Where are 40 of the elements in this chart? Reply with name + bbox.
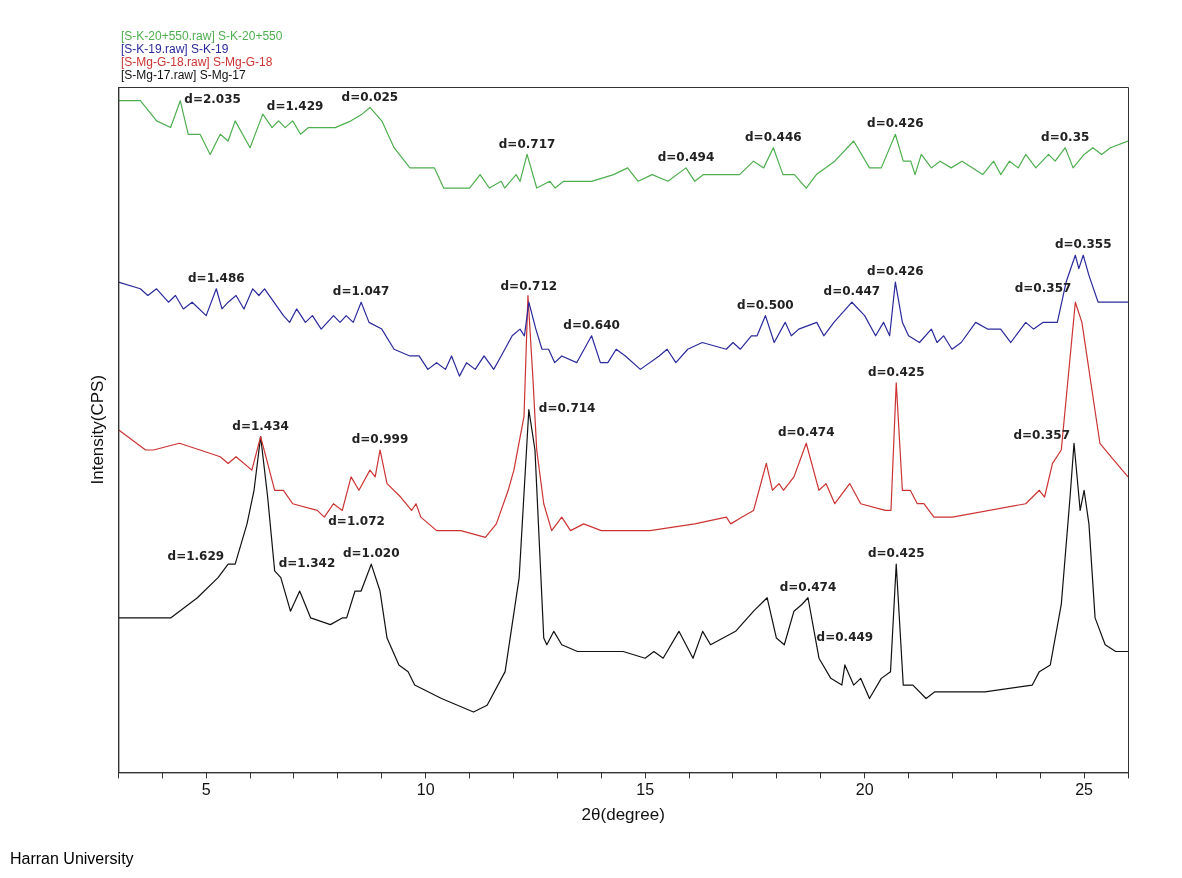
annotation: d=1.486 — [187, 270, 245, 285]
annotation: d=1.629 — [167, 549, 225, 564]
annotation: d=0.714 — [538, 400, 596, 415]
x-tick-label: 10 — [416, 781, 435, 799]
y-axis-title: Intensity(CPS) — [87, 374, 107, 485]
annotation: d=0.474 — [777, 425, 835, 440]
annotation: d=1.020 — [342, 546, 400, 561]
text: [S-K-19.raw] S-K-19 — [121, 42, 230, 56]
annotation: d=0.712 — [500, 279, 558, 294]
annotation: d=1.434 — [232, 418, 289, 433]
annotation: d=1.072 — [328, 514, 385, 529]
annotation: d=2.035 — [184, 91, 241, 106]
annotation: d=0.500 — [737, 297, 794, 312]
annotation: d=0.426 — [867, 116, 924, 131]
x-tick-label: 20 — [855, 781, 874, 799]
text: [S-Mg-17.raw] S-Mg-17 — [121, 68, 246, 82]
annotation: d=0.025 — [341, 89, 399, 104]
annotation: d=0.446 — [745, 129, 802, 144]
annotation: d=0.425 — [867, 546, 925, 561]
annotation: d=0.999 — [351, 432, 409, 447]
annotation: d=0.426 — [867, 264, 924, 279]
text: [S-K-20+550.raw] S-K-20+550 — [121, 29, 283, 43]
text: Harran University — [10, 850, 134, 868]
annotation: d=0.474 — [779, 579, 837, 594]
annotation: d=0.425 — [867, 364, 925, 379]
x-tick-label: 25 — [1075, 781, 1094, 799]
x-tick-label: 5 — [201, 781, 211, 799]
text: [S-Mg-G-18.raw] S-Mg-G-18 — [121, 55, 274, 69]
x-axis-title: 2θ(degree) — [581, 805, 665, 825]
annotation: d=1.047 — [332, 284, 390, 299]
annotation: d=0.640 — [563, 317, 620, 332]
x-tick-label: 15 — [636, 781, 655, 799]
annotation: d=0.447 — [823, 284, 881, 299]
annotation: d=1.429 — [266, 99, 324, 114]
annotation: d=0.35 — [1041, 129, 1090, 144]
annotation: d=0.449 — [816, 630, 874, 645]
annotation: d=0.717 — [498, 136, 556, 151]
annotation: d=0.355 — [1054, 237, 1112, 252]
annotation: d=0.494 — [657, 150, 715, 164]
annotation: d=1.342 — [278, 556, 336, 571]
